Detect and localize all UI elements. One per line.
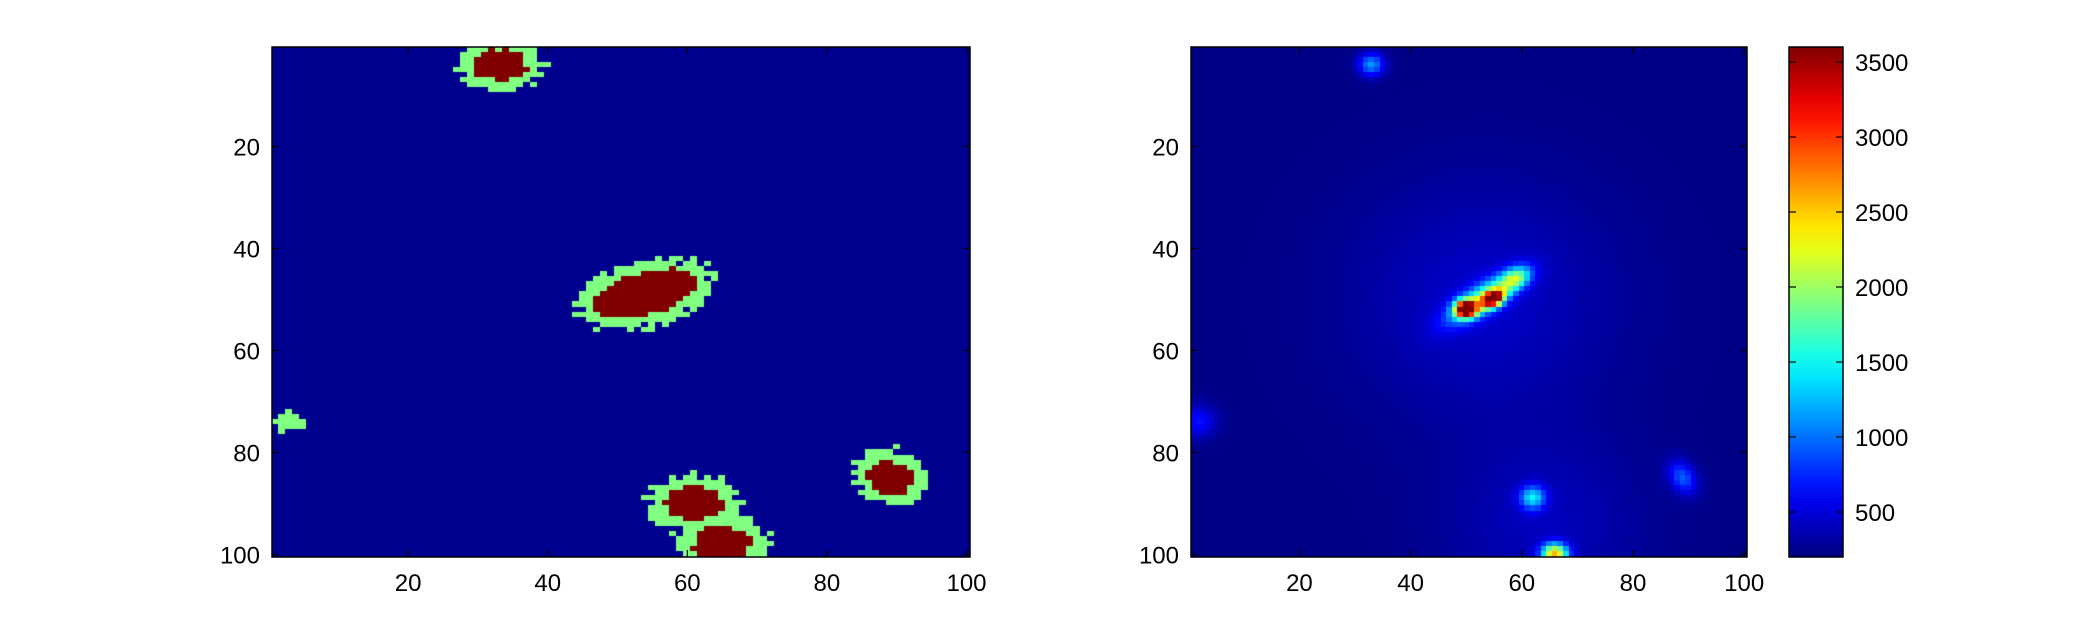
segmentation-ytick-label: 60 — [233, 338, 260, 365]
intensity-ytick-label: 40 — [1152, 236, 1179, 263]
colorbar-tick-label: 3000 — [1855, 125, 1908, 152]
intensity-ytick-label: 20 — [1152, 134, 1179, 161]
intensity-axes-ticks: 20 40 60 80 100 20 40 60 80 100 — [1139, 47, 1764, 597]
segmentation-xtick-label: 80 — [814, 570, 841, 597]
segmentation-xtick-label: 40 — [534, 570, 561, 597]
colorbar-tick-label: 2500 — [1855, 200, 1908, 227]
colorbar-tick-label: 1500 — [1855, 350, 1908, 377]
colorbar-ticks: 500 1000 1500 2000 2500 3000 3500 — [1789, 50, 1908, 527]
segmentation-xtick-label: 20 — [395, 570, 422, 597]
intensity-xtick-label: 80 — [1620, 570, 1647, 597]
segmentation-xtick-label: 60 — [674, 570, 701, 597]
intensity-ytick-label: 100 — [1139, 542, 1179, 569]
segmentation-image — [272, 47, 970, 557]
intensity-xtick-label: 60 — [1508, 570, 1535, 597]
intensity-ytick-label: 80 — [1152, 440, 1179, 467]
colorbar-frame — [1788, 46, 1844, 558]
colorbar-tick-label: 2000 — [1855, 275, 1908, 302]
intensity-axes-frame — [1190, 46, 1748, 558]
segmentation-ytick-label: 20 — [233, 134, 260, 161]
segmentation-xtick-label: 100 — [946, 570, 986, 597]
colorbar: 500 1000 1500 2000 2500 3000 3500 — [1788, 46, 1908, 558]
segmentation-plot: 20 40 60 80 100 20 40 60 80 100 — [220, 46, 987, 597]
intensity-plot: 20 40 60 80 100 20 40 60 80 100 — [1139, 46, 1764, 597]
intensity-xtick-label: 100 — [1724, 570, 1764, 597]
segmentation-axes-frame — [271, 46, 971, 558]
segmentation-ytick-label: 100 — [220, 542, 260, 569]
intensity-xtick-label: 40 — [1397, 570, 1424, 597]
intensity-ytick-label: 60 — [1152, 338, 1179, 365]
colorbar-tick-label: 1000 — [1855, 425, 1908, 452]
segmentation-axes-ticks: 20 40 60 80 100 20 40 60 80 100 — [220, 47, 987, 597]
segmentation-ytick-label: 80 — [233, 440, 260, 467]
intensity-xtick-label: 20 — [1286, 570, 1313, 597]
colorbar-tick-label: 3500 — [1855, 50, 1908, 77]
colorbar-tick-label: 500 — [1855, 500, 1895, 527]
colorbar-gradient — [1789, 47, 1843, 557]
segmentation-ytick-label: 40 — [233, 236, 260, 263]
intensity-image — [1191, 47, 1747, 557]
